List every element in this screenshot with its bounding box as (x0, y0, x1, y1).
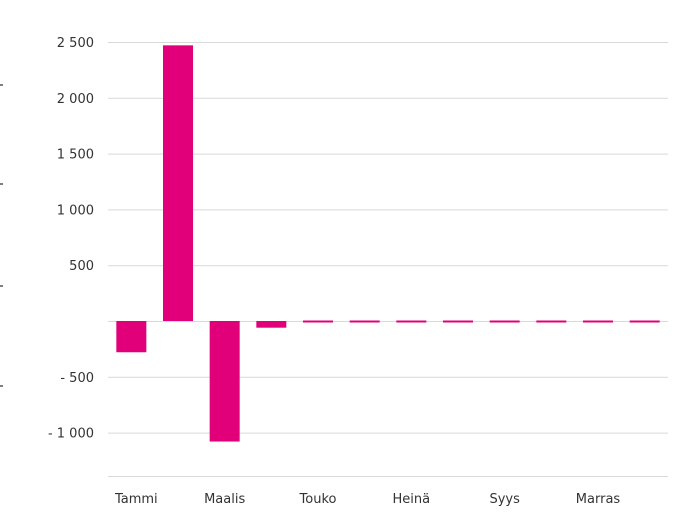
bar-maalis (209, 321, 240, 442)
y-tick-label: 2 000 (57, 92, 94, 107)
x-category-label: Tammi (114, 492, 158, 507)
y-tick-label: 2 500 (57, 36, 94, 51)
bars (116, 45, 660, 442)
bar-tammi (116, 321, 147, 353)
x-category-label: Marras (576, 492, 621, 507)
bar-marras (583, 320, 613, 323)
y-tick-label: - 500 (60, 371, 94, 386)
bar-touko (303, 320, 333, 323)
y-tick-label: 1 000 (57, 203, 94, 218)
bar-kesä (349, 320, 380, 323)
bar-heinä (396, 320, 427, 323)
x-category-label: Maalis (204, 492, 245, 507)
y-tick-label: 500 (69, 259, 94, 274)
y-tick-label: - 1 000 (48, 427, 94, 442)
bar-syys (489, 320, 520, 323)
x-axis-category-labels: Tammi Maalis Touko Heinä Syys Marras (114, 492, 620, 507)
x-category-label: Touko (299, 492, 337, 507)
x-category-label: Heinä (393, 492, 431, 507)
x-category-label: Syys (489, 492, 520, 507)
bar-elo (443, 320, 473, 323)
bar-loka (536, 320, 567, 323)
gridlines (108, 42, 668, 477)
y-axis-tick-labels: 2 500 2 000 1 500 1 000 500 - 500 - 1 000 (48, 36, 94, 442)
bar-helmi (163, 45, 193, 322)
bar-joulu (629, 320, 660, 323)
y-tick-label: 1 500 (57, 148, 94, 163)
bar-huhti (256, 321, 287, 328)
left-edge-marks (0, 84, 3, 387)
